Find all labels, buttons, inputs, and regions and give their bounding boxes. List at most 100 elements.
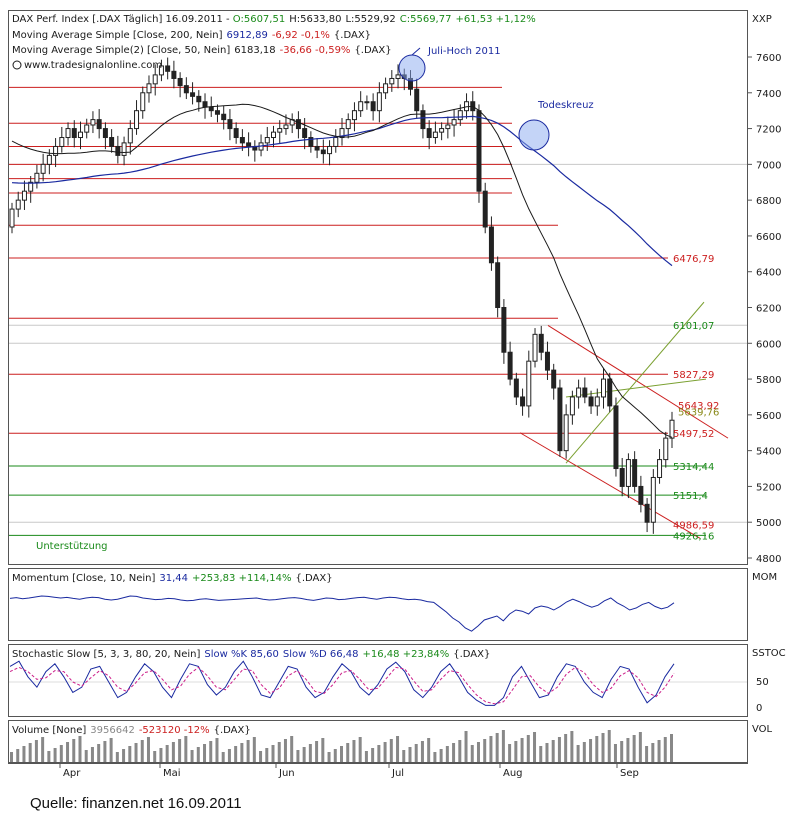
volume-bars [10, 730, 673, 762]
candle-body [96, 119, 102, 130]
candle-body [501, 307, 507, 353]
candle-body [233, 128, 239, 139]
candle-body [420, 110, 426, 130]
candle-body [90, 119, 96, 126]
ma200-title: Moving Average Simple [Close, 200, Nein]… [12, 30, 371, 41]
candle-body [71, 128, 77, 139]
volume-bar [396, 736, 400, 762]
candle-body [594, 396, 600, 407]
price-tick-label: 7400 [756, 89, 781, 100]
candle-body [283, 124, 289, 130]
candle-body [520, 396, 526, 407]
price-tick-label: 5000 [756, 518, 781, 529]
candle-body [663, 437, 669, 461]
month-tick-label: Mai [163, 768, 181, 779]
candle-body [295, 119, 301, 130]
candle-body [196, 95, 202, 103]
candle-body [65, 128, 71, 139]
volume-panel-label: VOL [752, 724, 773, 735]
candle-body [227, 119, 233, 130]
candle-body [358, 101, 364, 112]
price-tick-label: 6000 [756, 339, 781, 350]
momentum-value: 31,44 [159, 573, 188, 584]
candle-body [669, 419, 675, 439]
candle-body [432, 131, 438, 139]
volume-bar [277, 742, 281, 762]
volume-bar [196, 747, 200, 762]
volume-bar [489, 736, 493, 762]
price-tick-label: 7600 [756, 53, 781, 64]
volume-bar [90, 747, 94, 762]
candle-body [308, 137, 314, 147]
candle-body [495, 262, 501, 308]
month-tick-label: Jun [278, 768, 295, 779]
month-tick-label: Jul [391, 768, 404, 779]
candle-body [657, 459, 663, 478]
volume-bar [495, 733, 499, 762]
candle-body [277, 128, 283, 133]
main-panel-label: XXP [752, 14, 772, 25]
copyright-icon [12, 60, 22, 70]
volume-bar [564, 734, 568, 762]
overlap-level-label: 5639,76 [678, 408, 719, 419]
volume-bar [427, 738, 431, 762]
volume-bar [302, 747, 306, 762]
candle-body [513, 378, 519, 398]
volume-bar [315, 741, 319, 762]
candle-body [414, 88, 420, 112]
volume-bar [352, 740, 356, 762]
momentum-panel-label: MOM [752, 572, 777, 583]
volume-bar [657, 740, 661, 762]
candle-body [507, 351, 513, 380]
volume-bar [645, 746, 649, 762]
volume-bar [651, 743, 655, 762]
ma50-value: 6183,18 [234, 45, 275, 56]
candle-body [127, 128, 133, 144]
candle-body [109, 137, 115, 147]
volume-bar [97, 744, 101, 762]
volume-value: 3956642 [90, 725, 135, 736]
candle-body [202, 101, 208, 108]
volume-bar [53, 748, 57, 762]
volume-bar [377, 745, 381, 762]
volume-bar [414, 744, 418, 762]
candle-body [165, 65, 171, 72]
ma200-name: Moving Average Simple [Close, 200, Nein] [12, 30, 223, 41]
price-tick-label: 5800 [756, 375, 781, 386]
title-prefix: DAX Perf. Index [.DAX Täglich] 16.09.201… [12, 14, 233, 25]
volume-bar [458, 740, 462, 762]
uptrend-parallel [565, 378, 707, 398]
price-tick-label: 6200 [756, 304, 781, 315]
volume-bar [613, 744, 617, 762]
volume-bar [402, 750, 406, 762]
stoch-suffix: {.DAX} [453, 649, 490, 660]
candle-body [146, 83, 152, 94]
volume-bar [72, 739, 76, 762]
volume-bar [589, 739, 593, 762]
candle-body [302, 128, 308, 139]
trend-channel [519, 301, 729, 539]
candle-body [221, 113, 227, 121]
volume-bar [234, 746, 238, 762]
candle-body [376, 92, 382, 112]
volume-bar [103, 741, 107, 762]
candle-body [345, 119, 351, 130]
volume-bar [383, 742, 387, 762]
momentum-panel [8, 568, 748, 641]
momentum-line [9, 595, 675, 632]
price-tick-label: 5600 [756, 411, 781, 422]
candle-body [339, 128, 345, 139]
volume-bar [520, 738, 524, 762]
candle-body [183, 85, 189, 94]
change-value: +61,53 +1,12% [455, 14, 535, 25]
support-label: 4926,16 [673, 531, 714, 542]
main-title: DAX Perf. Index [.DAX Täglich] 16.09.201… [12, 14, 536, 25]
volume-bar [501, 730, 505, 762]
volume-bar [439, 749, 443, 762]
volume-bar [178, 739, 182, 762]
volume-bar [626, 738, 630, 762]
volume-bar [526, 735, 530, 762]
volume-bar [408, 747, 412, 762]
volume-bar [122, 749, 126, 762]
volume-bar [153, 751, 157, 762]
